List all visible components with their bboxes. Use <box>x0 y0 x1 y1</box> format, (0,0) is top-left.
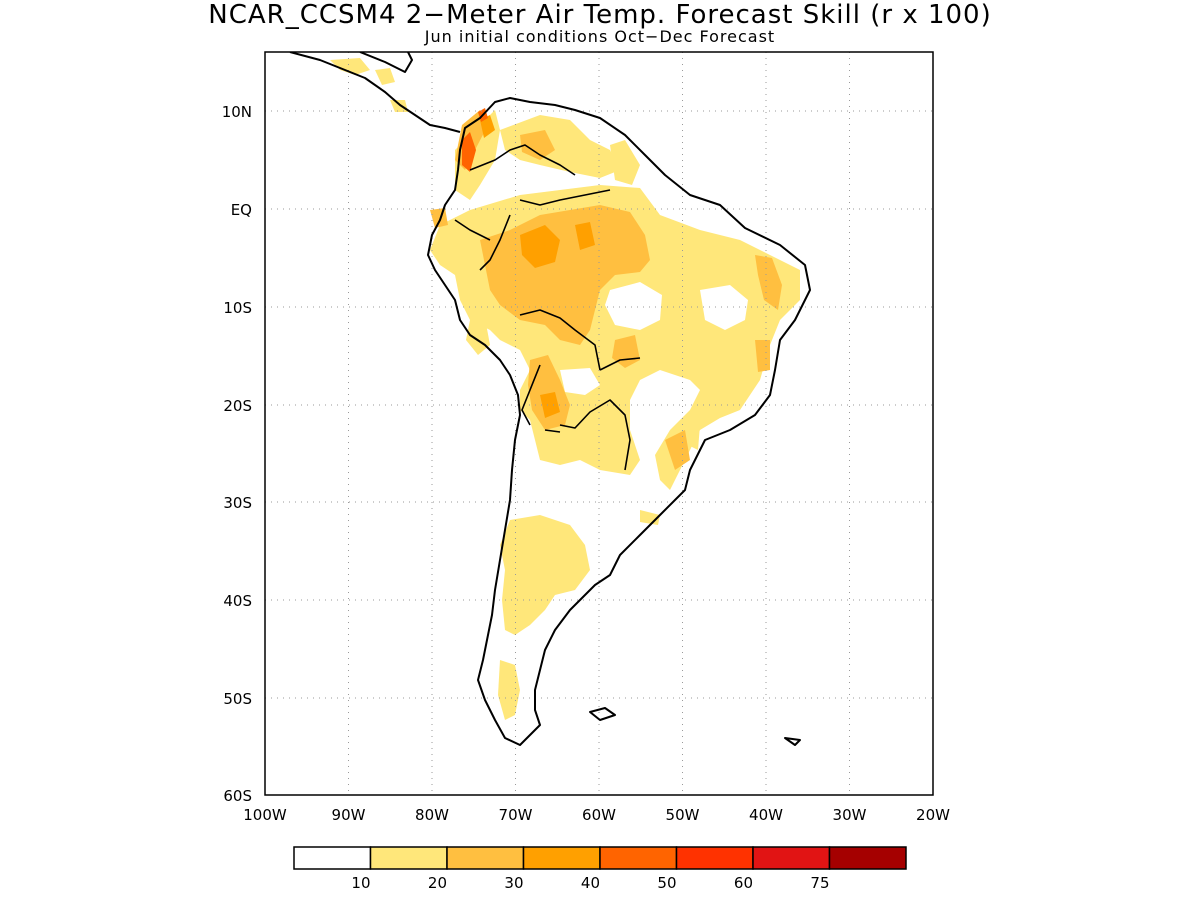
lat-tick-label: 10S <box>223 299 252 317</box>
lat-tick-label: 60S <box>223 787 252 805</box>
lon-tick-label: 30W <box>833 806 867 824</box>
skill-peak-colombia <box>462 132 476 172</box>
lat-tick-label: 50S <box>223 690 252 708</box>
lon-tick-label: 20W <box>916 806 950 824</box>
lat-tick-label: 20S <box>223 397 252 415</box>
lat-axis-labels: 10N EQ 10S 20S 30S 40S 50S 60S <box>222 103 252 805</box>
lon-tick-label: 80W <box>415 806 449 824</box>
lat-tick-label: 30S <box>223 494 252 512</box>
colorbar-level-label: 20 <box>428 874 447 892</box>
lat-tick-label: 10N <box>222 103 252 121</box>
lon-tick-label: 90W <box>332 806 366 824</box>
colorbar-swatch <box>522 846 601 870</box>
colorbar-level-label: 75 <box>810 874 829 892</box>
skill-region-north <box>500 115 620 178</box>
country-borders <box>454 144 641 471</box>
colorbar: 10 20 30 40 50 60 75 <box>293 846 907 892</box>
colorbar-swatch <box>599 846 678 870</box>
lat-tick-label: 40S <box>223 592 252 610</box>
colorbar-level-label: 60 <box>734 874 753 892</box>
south-america-coastline <box>427 97 811 746</box>
colorbar-level-label: 50 <box>657 874 676 892</box>
lon-tick-label: 60W <box>582 806 616 824</box>
colorbar-level-label: 40 <box>581 874 600 892</box>
colorbar-swatch <box>752 846 831 870</box>
skill-shading <box>330 58 800 720</box>
lat-tick-label: EQ <box>231 201 252 219</box>
colorbar-swatch <box>369 846 448 870</box>
coastline <box>289 52 811 746</box>
central-america-coastline <box>289 52 461 133</box>
skill-region-central-america <box>330 58 370 75</box>
lon-tick-label: 40W <box>749 806 783 824</box>
colorbar-swatch <box>293 846 372 870</box>
lon-tick-label: 70W <box>499 806 533 824</box>
colorbar-level-label: 10 <box>351 874 370 892</box>
colorbar-swatch <box>446 846 525 870</box>
map-subtitle: Jun initial conditions Oct−Dec Forecast <box>424 27 776 46</box>
map-title: NCAR_CCSM4 2−Meter Air Temp. Forecast Sk… <box>208 0 992 30</box>
skill-gap-central-brazil <box>605 282 662 330</box>
skill-region-argentina <box>500 515 590 635</box>
falkland-islands <box>589 707 616 721</box>
lon-axis-labels: 100W 90W 80W 70W 60W 50W 40W 30W 20W <box>243 806 950 824</box>
colorbar-swatch <box>675 846 754 870</box>
lon-tick-label: 100W <box>243 806 287 824</box>
map-frame <box>264 51 934 796</box>
colorbar-level-label: 30 <box>504 874 523 892</box>
colorbar-swatch <box>828 846 907 870</box>
lon-tick-label: 50W <box>666 806 700 824</box>
